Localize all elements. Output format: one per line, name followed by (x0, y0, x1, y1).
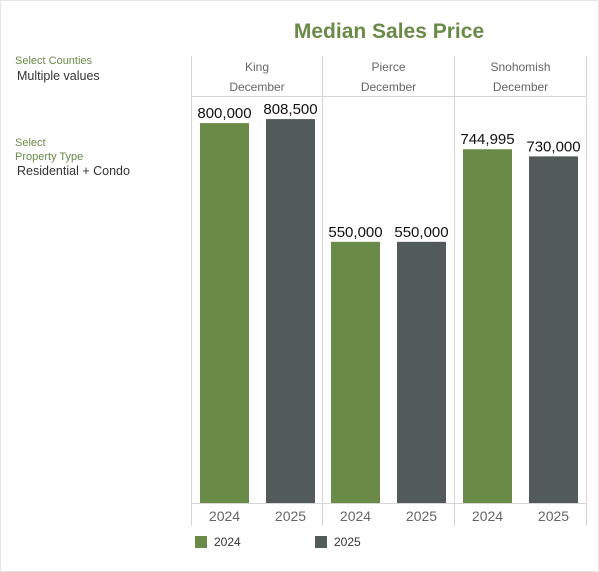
panel-divider (586, 56, 587, 526)
panel-divider (191, 56, 192, 526)
x-tick-label: 2025 (406, 508, 437, 524)
legend-swatch-2024 (195, 536, 207, 548)
bar-king-2024[interactable] (200, 123, 249, 504)
legend-label-2024: 2024 (214, 535, 241, 549)
panel-header-snohomish: Snohomish December (455, 57, 586, 95)
legend-swatch-2025 (315, 536, 327, 548)
bar-pierce-2024[interactable] (331, 241, 380, 503)
panel-county: Snohomish (490, 60, 551, 74)
panel-month: December (229, 80, 285, 94)
data-label: 730,000 (526, 138, 580, 155)
chart-title: Median Sales Price (293, 20, 485, 43)
panel-county: King (244, 60, 270, 74)
data-label: 550,000 (328, 224, 382, 241)
panel-divider (322, 56, 323, 526)
x-tick-label: 2024 (472, 508, 503, 524)
panel-header-pierce: Pierce December (323, 57, 454, 95)
x-tick-label: 2025 (275, 508, 306, 524)
filter-value-counties[interactable]: Multiple values (17, 69, 100, 83)
bar-snohomish-2025[interactable] (529, 156, 578, 503)
data-label: 744,995 (460, 131, 514, 148)
legend-item-2025: 2025 (315, 535, 361, 549)
filter-label-property-type: Select Property Type (15, 137, 84, 163)
x-tick-label: 2024 (340, 508, 371, 524)
panel-county: Pierce (371, 60, 406, 74)
legend-item-2024: 2024 (195, 535, 241, 549)
data-label: 800,000 (197, 105, 251, 122)
x-tick-label: 2024 (209, 508, 240, 524)
panel-divider (454, 56, 455, 526)
panel-month: December (492, 80, 549, 94)
filter-label-counties: Select Counties (15, 55, 93, 67)
bar-pierce-2025[interactable] (397, 241, 446, 503)
panel-month: December (360, 80, 417, 94)
panel-header-king: King December (192, 57, 322, 95)
filter-value-property-type[interactable]: Residential + Condo (17, 164, 130, 178)
data-label: 808,500 (263, 101, 317, 118)
bar-snohomish-2024[interactable] (463, 149, 512, 503)
x-tick-label: 2025 (538, 508, 569, 524)
bar-king-2025[interactable] (266, 119, 315, 504)
data-label: 550,000 (394, 224, 448, 241)
legend-label-2025: 2025 (334, 535, 361, 549)
x-axis-line (192, 503, 586, 504)
header-separator (192, 96, 586, 97)
